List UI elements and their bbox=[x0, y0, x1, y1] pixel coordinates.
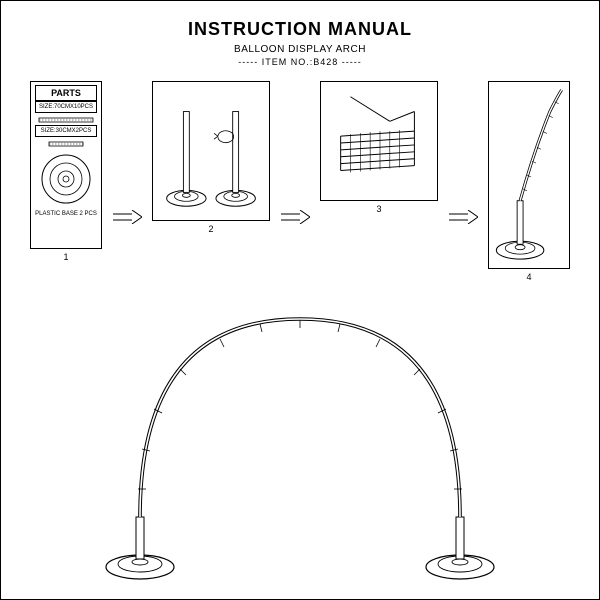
step2-diagram bbox=[152, 82, 270, 220]
parts-header: PARTS bbox=[35, 85, 97, 101]
arch-diagram bbox=[50, 289, 550, 589]
step-number-3: 3 bbox=[320, 204, 438, 214]
parts-size-1: SIZE:70CMX10PCS bbox=[35, 101, 97, 113]
assembled-arch bbox=[1, 289, 599, 589]
arrow-icon bbox=[112, 210, 142, 224]
parts-footer: PLASTIC BASE 2 PCS bbox=[35, 211, 97, 217]
page-title: INSTRUCTION MANUAL bbox=[13, 19, 587, 40]
header: INSTRUCTION MANUAL BALLOON DISPLAY ARCH … bbox=[13, 19, 587, 67]
arrow-icon bbox=[448, 210, 478, 224]
step-panel-3: 3 bbox=[320, 81, 438, 214]
step-panel-2: 2 bbox=[152, 81, 270, 234]
base-disc-icon bbox=[35, 149, 97, 209]
manual-page: INSTRUCTION MANUAL BALLOON DISPLAY ARCH … bbox=[0, 0, 600, 600]
rod-long-icon bbox=[35, 115, 97, 125]
step-number-4: 4 bbox=[488, 272, 570, 282]
rod-short-icon bbox=[35, 139, 97, 149]
parts-size-2: SIZE:30CMX2PCS bbox=[35, 125, 97, 137]
step-number-1: 1 bbox=[30, 252, 102, 262]
step-number-2: 2 bbox=[152, 224, 270, 234]
item-number: ----- ITEM NO.:B428 ----- bbox=[13, 57, 587, 67]
step-panel-1: PARTS SIZE:70CMX10PCS SIZE:30CMX2PCS bbox=[30, 81, 102, 262]
step4-diagram bbox=[488, 82, 570, 268]
steps-row: PARTS SIZE:70CMX10PCS SIZE:30CMX2PCS bbox=[13, 81, 587, 282]
step3-diagram bbox=[320, 82, 438, 200]
step-panel-4: 4 bbox=[488, 81, 570, 282]
subtitle: BALLOON DISPLAY ARCH bbox=[13, 44, 587, 55]
arrow-icon bbox=[280, 210, 310, 224]
